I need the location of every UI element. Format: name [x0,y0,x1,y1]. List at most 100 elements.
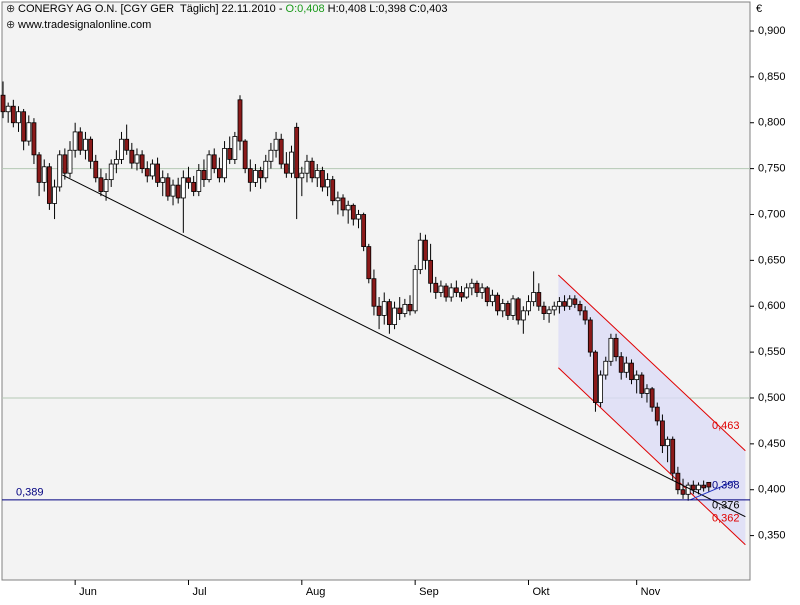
candle-body [531,292,537,303]
candle-body [433,282,439,293]
candle-body [232,136,238,160]
line-label: 0,463 [712,420,740,432]
x-tick-label: Sep [419,586,439,598]
candle-body [376,305,382,316]
candle-body [283,163,289,174]
candle-body [546,309,552,314]
candle-body [556,301,562,307]
candle-body [119,138,124,160]
y-tick-label: 0,400 [758,484,786,496]
candle-body [5,105,11,113]
candle-body [175,184,181,199]
candle-body [10,105,16,124]
candle-body [361,214,367,247]
candle-body [88,138,94,162]
candle-body [634,374,640,381]
level-label: 0,389 [16,487,44,499]
candle-body [237,99,243,142]
candle-body [608,337,614,362]
candle-body [0,94,6,113]
y-tick-label: 0,500 [758,392,786,404]
y-tick-label: 0,600 [758,300,786,312]
candle-body [26,122,32,142]
candle-body [623,362,629,373]
candle-body [593,351,598,403]
y-tick-label: 0,550 [758,346,786,358]
candle-body [428,259,434,284]
header-icon: ⊕ [6,3,15,15]
candle-body [598,374,604,403]
candle-body [113,159,119,165]
candle-body [345,204,351,211]
candle-body [258,170,264,179]
candle-body [83,138,88,151]
candle-body [196,170,202,192]
candle-body [222,148,227,179]
candle-body [500,303,506,312]
candle-body [567,298,573,307]
candle-body [459,292,464,298]
candle-body [618,356,624,373]
candle-body [289,151,294,174]
candle-body [407,303,413,312]
candle-body [309,160,315,179]
candle-body [670,438,676,474]
title-main: CONERGY AG O.N. [CGY GER Täglich] 22.11.… [18,3,283,15]
candle-body [453,287,459,293]
candle-body [108,163,114,181]
candle-body [510,298,516,316]
candle-body [654,406,660,422]
candle-body [16,111,21,124]
candle-body [41,166,47,183]
candle-body [381,301,387,316]
candle-body [536,292,542,307]
candle-body [423,239,428,261]
candle-body [474,282,480,293]
line-label: 0,362 [712,512,740,524]
candle-body [21,111,27,142]
candle-body [62,154,68,174]
candle-body [124,138,130,151]
candle-body [412,269,418,312]
candle-body [186,177,191,183]
candle-body [299,172,305,179]
candle-body [139,154,145,170]
candle-body [57,154,63,188]
line-label: 0,398 [712,479,740,491]
candle-body [392,307,397,325]
chart-title: CONERGY AG O.N. [CGY GER Täglich] 22.11.… [18,3,448,15]
candle-body [701,484,707,489]
x-tick-label: Aug [306,586,326,598]
candle-body [103,179,109,192]
candle-body [211,154,217,170]
candle-body [696,484,701,491]
channel-line [558,274,746,452]
candle-body [150,163,155,177]
candle-body [649,388,655,408]
candle-body [227,148,233,160]
candle-body [505,303,511,316]
title-open: O:0,408 [286,3,325,15]
candle-body [170,184,176,197]
candle-body [278,138,284,165]
y-tick-label: 0,450 [758,438,786,450]
candle-body [448,287,454,298]
candle-body [484,287,490,303]
candle-body [46,166,52,204]
candle-body [397,307,403,314]
candle-body [325,179,330,188]
candle-body [665,438,670,447]
y-tick-label: 0,900 [758,25,786,37]
candle-body [490,294,495,303]
candle-body [526,301,531,312]
candle-body [294,126,300,179]
candle-body [660,420,665,447]
candle-body [165,177,171,197]
candle-body [464,287,470,298]
candle-body [191,181,197,192]
candle-body [417,239,423,270]
candle-body [144,168,150,177]
candle-body [577,303,583,312]
candle-body [613,337,619,358]
